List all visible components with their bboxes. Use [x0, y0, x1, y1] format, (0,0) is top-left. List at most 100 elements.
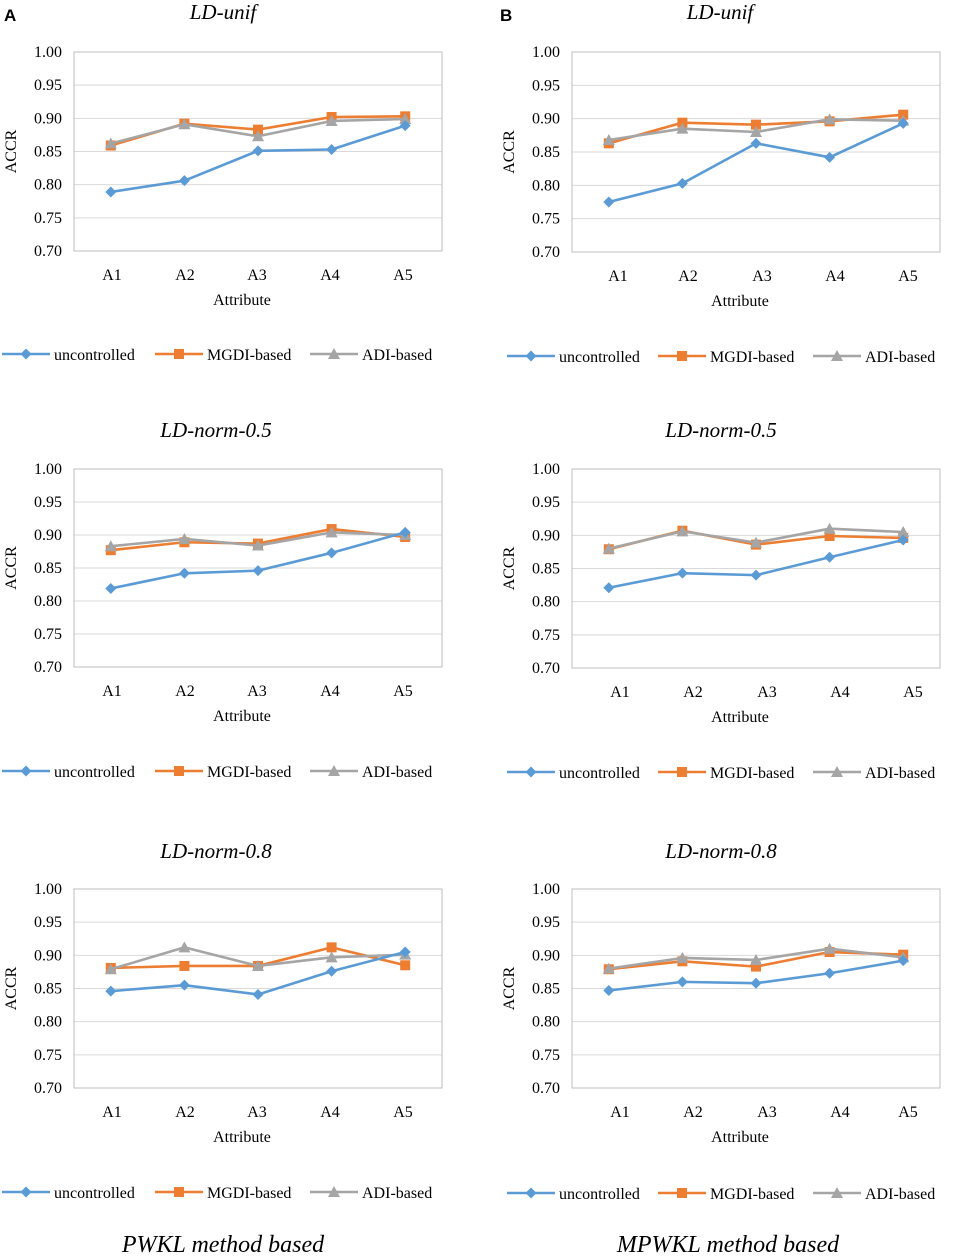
plot-area-border [73, 468, 443, 668]
y-axis-label: ACCR [3, 546, 20, 590]
data-point [252, 145, 264, 157]
legend-label: ADI-based [865, 765, 935, 782]
x-tick-label: A5 [903, 684, 923, 701]
x-tick-label: A1 [102, 267, 122, 284]
y-tick-label: 0.75 [34, 1047, 62, 1064]
x-axis-label: Attribute [213, 1129, 271, 1146]
data-point [602, 542, 615, 554]
data-point [750, 953, 762, 965]
legend-label: ADI-based [865, 1186, 935, 1203]
y-tick-label: 0.75 [532, 211, 560, 228]
y-tick-label: 1.00 [532, 881, 560, 898]
x-tick-label: A3 [752, 268, 772, 285]
chart-title: LD-norm-0.8 [159, 839, 272, 863]
data-point [823, 522, 836, 534]
chart-3: LD-norm-0.5 0.70 0.75 0.80 0.85 0.90 0.95 1.00 A… [2, 418, 443, 781]
x-tick-label: A1 [608, 268, 628, 285]
y-axis-label: ACCR [3, 129, 20, 173]
x-tick-label: A5 [393, 1104, 413, 1121]
y-tick-label: 0.85 [532, 144, 560, 161]
y-tick-label: 0.70 [34, 1080, 62, 1097]
x-tick-label: A3 [757, 684, 777, 701]
data-point [676, 951, 689, 963]
data-point [750, 569, 762, 581]
y-axis-label: ACCR [501, 130, 518, 174]
legend-label: ADI-based [865, 349, 935, 366]
data-point [676, 177, 688, 189]
data-point [603, 582, 615, 594]
chart-title: LD-norm-0.8 [664, 839, 777, 863]
data-point [104, 963, 117, 975]
legend-marker [328, 1186, 340, 1197]
data-point [178, 175, 190, 187]
plot-area-border [73, 888, 443, 1089]
legend-label: uncontrolled [54, 347, 135, 364]
x-tick-label: A4 [320, 1104, 340, 1121]
y-tick-label: 0.70 [532, 244, 560, 261]
y-tick-label: 0.80 [34, 1014, 62, 1031]
legend-marker [174, 766, 184, 776]
y-tick-label: 0.90 [34, 527, 62, 544]
data-point [326, 965, 338, 977]
data-point [603, 984, 615, 996]
legend-label: MGDI-based [207, 347, 291, 364]
x-tick-label: A3 [757, 1104, 777, 1121]
column-caption-mpwkl: MPWKL method based [616, 1232, 840, 1258]
data-point [824, 551, 836, 563]
x-tick-label: A5 [393, 267, 413, 284]
data-point [399, 120, 411, 132]
data-point [179, 960, 190, 971]
data-point [326, 942, 337, 953]
y-tick-label: 0.95 [34, 494, 62, 511]
data-point [178, 567, 190, 579]
plot-area-border [571, 51, 941, 253]
chart-2: LD-unif 0.70 0.75 0.80 0.85 0.90 0.95 1.00 A1 A2 A… [501, 0, 941, 366]
data-point [178, 118, 191, 130]
data-point [676, 122, 689, 134]
panel-label-b: B [500, 6, 512, 25]
y-tick-label: 1.00 [34, 44, 62, 61]
legend-marker [328, 348, 340, 359]
legend-marker [328, 765, 340, 776]
data-point [326, 144, 338, 156]
data-point [399, 946, 411, 958]
data-point [252, 959, 264, 971]
data-point [897, 955, 909, 967]
legend-marker [20, 765, 32, 777]
x-tick-label: A2 [683, 1104, 703, 1121]
y-tick-label: 0.85 [34, 560, 62, 577]
data-point [751, 119, 761, 130]
data-point [676, 525, 689, 537]
data-point [897, 117, 909, 129]
chart-1: LD-unif 0.70 0.75 0.80 0.85 0.90 0.95 1.00 A1 A2 A… [2, 0, 443, 364]
y-tick-label: 0.90 [532, 527, 560, 544]
x-tick-label: A2 [678, 268, 698, 285]
data-point [897, 534, 909, 546]
legend-label: ADI-based [362, 764, 432, 781]
data-point [178, 941, 191, 953]
y-tick-label: 0.90 [34, 947, 62, 964]
legend-marker [174, 349, 184, 359]
y-tick-label: 0.95 [34, 914, 62, 931]
x-axis-label: Attribute [711, 293, 769, 310]
chart-title: LD-unif [189, 0, 260, 24]
legend-label: MGDI-based [710, 1186, 794, 1203]
y-tick-label: 0.80 [34, 593, 62, 610]
x-axis-label: Attribute [711, 1129, 769, 1146]
data-point [252, 988, 264, 1000]
x-tick-label: A1 [102, 683, 122, 700]
legend-marker [525, 1187, 537, 1199]
x-tick-label: A2 [175, 1104, 195, 1121]
x-tick-label: A2 [683, 684, 703, 701]
x-tick-label: A3 [247, 1104, 267, 1121]
x-tick-label: A1 [610, 1104, 630, 1121]
x-axis-label: Attribute [213, 708, 271, 725]
y-tick-label: 0.80 [532, 1014, 560, 1031]
x-axis-label: Attribute [213, 292, 271, 309]
legend-label: uncontrolled [559, 1186, 640, 1203]
y-tick-label: 0.80 [532, 594, 560, 611]
chart-title: LD-norm-0.5 [664, 418, 776, 442]
y-tick-label: 0.70 [532, 660, 560, 677]
legend-marker [831, 1187, 843, 1198]
y-tick-label: 0.95 [34, 77, 62, 94]
